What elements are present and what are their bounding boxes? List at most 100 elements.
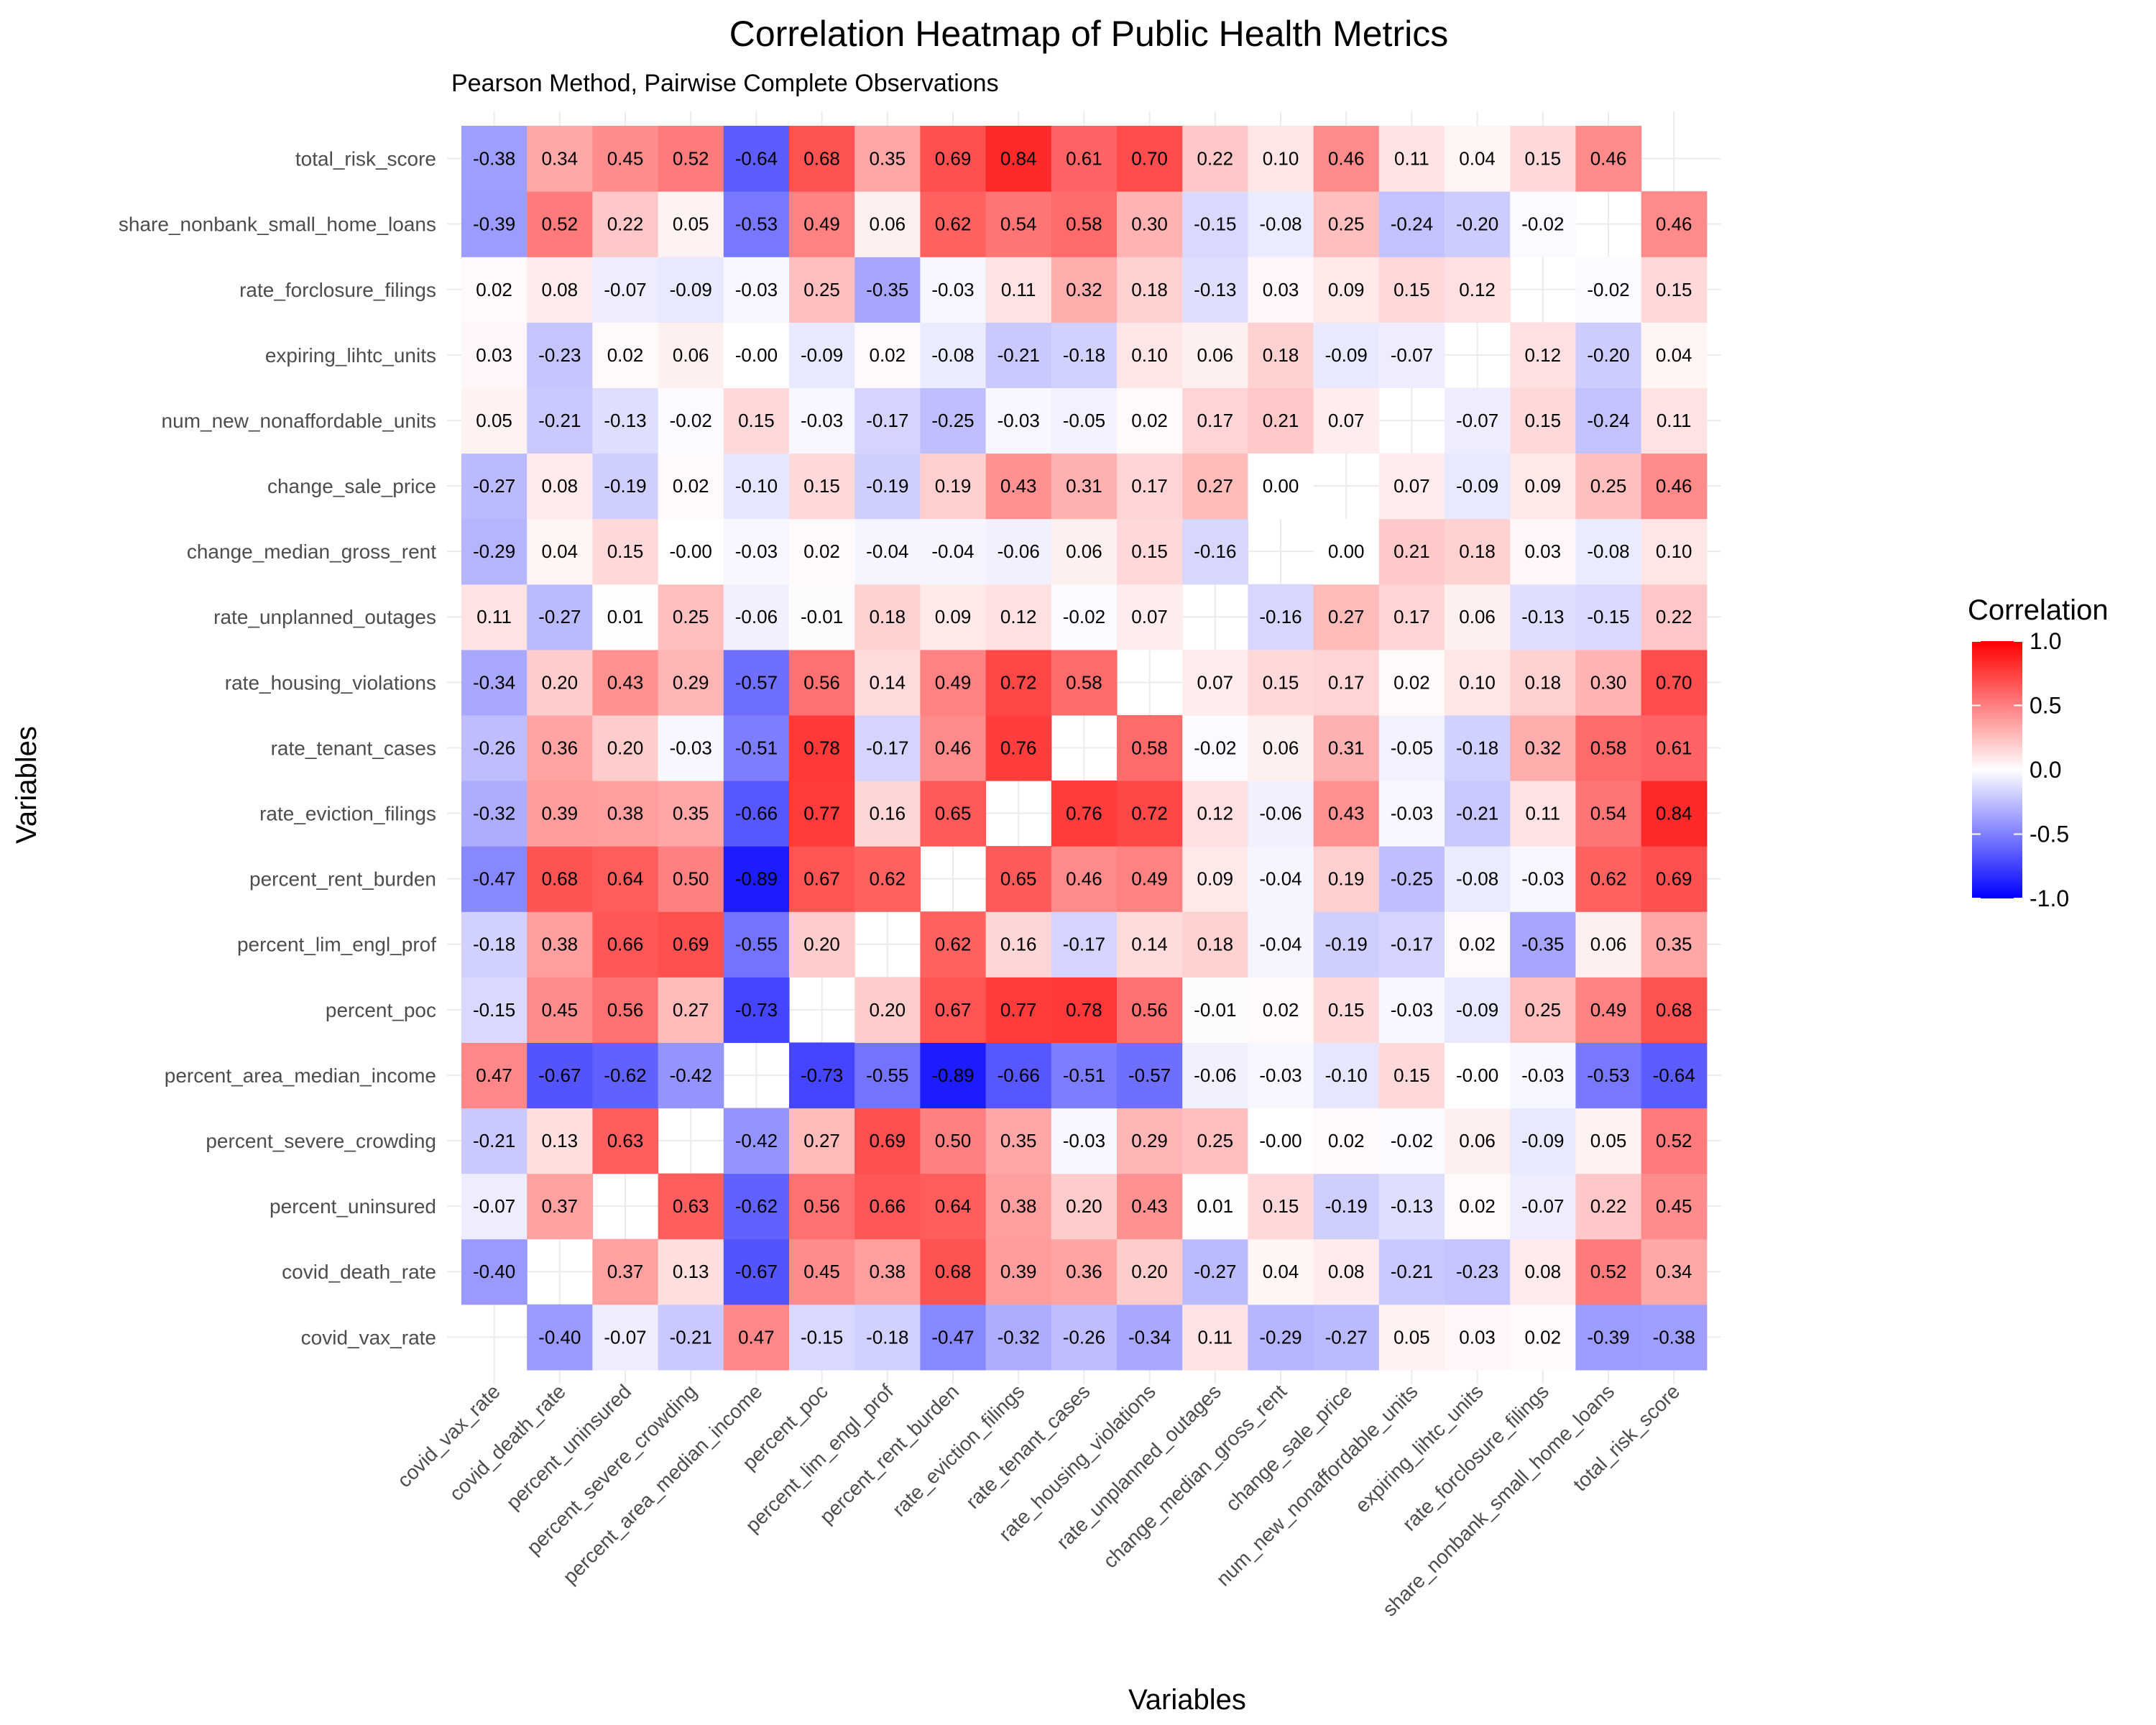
cell-value-label: 0.01 bbox=[607, 606, 644, 627]
heatmap-cell bbox=[985, 1042, 1052, 1109]
heatmap-cell bbox=[1445, 1108, 1511, 1174]
heatmap-cell bbox=[1445, 649, 1511, 716]
heatmap-cell bbox=[789, 191, 855, 257]
cell-value-label: 0.30 bbox=[1131, 213, 1168, 235]
cell-value-label: -0.05 bbox=[1063, 410, 1105, 431]
cell-value-label: 0.56 bbox=[803, 1195, 840, 1217]
cell-value-label: 0.38 bbox=[869, 1261, 906, 1282]
heatmap-cell bbox=[592, 518, 659, 585]
cell-value-label: 0.18 bbox=[1459, 540, 1496, 562]
cell-value-label: 0.34 bbox=[541, 148, 578, 170]
heatmap-cell bbox=[1641, 1042, 1708, 1109]
cell-value-label: 0.10 bbox=[1263, 148, 1299, 170]
heatmap-cell bbox=[723, 453, 790, 520]
cell-value-label: -0.38 bbox=[1653, 1326, 1695, 1348]
cell-value-label: 0.58 bbox=[1590, 737, 1627, 759]
heatmap-cell bbox=[1510, 1304, 1576, 1371]
cell-value-label: 0.17 bbox=[1197, 410, 1233, 431]
heatmap-cell bbox=[789, 322, 855, 388]
cell-value-label: -0.05 bbox=[1391, 737, 1433, 759]
heatmap-cell bbox=[723, 322, 790, 388]
cell-value-label: 0.34 bbox=[1656, 1261, 1692, 1282]
cell-value-label: 0.47 bbox=[476, 1064, 512, 1086]
cell-value-label: -0.20 bbox=[1587, 344, 1629, 366]
cell-value-label: 0.11 bbox=[1657, 410, 1692, 431]
cell-value-label: 0.15 bbox=[1524, 410, 1561, 431]
cell-value-label: 0.52 bbox=[1590, 1261, 1627, 1282]
heatmap-cell bbox=[723, 1304, 790, 1371]
heatmap-cell bbox=[1182, 126, 1248, 192]
heatmap-cell bbox=[1051, 649, 1118, 716]
cell-value-label: 0.19 bbox=[1328, 868, 1365, 890]
heatmap-cell bbox=[1641, 846, 1708, 912]
heatmap-cell bbox=[461, 977, 528, 1043]
heatmap-cell bbox=[854, 1304, 921, 1371]
heatmap-cell bbox=[527, 518, 593, 585]
cell-value-label: -0.47 bbox=[473, 868, 515, 890]
cell-value-label: -0.55 bbox=[866, 1064, 908, 1086]
cell-value-label: -0.15 bbox=[801, 1326, 843, 1348]
cell-value-label: -0.07 bbox=[473, 1195, 515, 1217]
cell-value-label: -0.09 bbox=[1325, 344, 1368, 366]
heatmap-cell bbox=[1051, 1108, 1118, 1174]
y-axis-tick-labels: covid_vax_rate covid_death_rate percent_un… bbox=[119, 148, 436, 1349]
cell-value-label: 0.05 bbox=[1590, 1130, 1627, 1151]
cell-value-label: -0.27 bbox=[1325, 1326, 1368, 1348]
heatmap-cell bbox=[1378, 191, 1445, 257]
cell-value-label: 0.18 bbox=[1197, 934, 1233, 955]
cell-value-label: 0.29 bbox=[1131, 1130, 1168, 1151]
y-tick-label: num_new_nonaffordable_units bbox=[162, 410, 436, 432]
cell-value-label: -0.27 bbox=[473, 475, 515, 497]
heatmap-cell bbox=[527, 1042, 593, 1109]
cell-value-label: -0.23 bbox=[538, 344, 581, 366]
cell-value-label: 0.36 bbox=[541, 737, 578, 759]
cell-value-label: -0.07 bbox=[1391, 344, 1433, 366]
cell-value-label: 0.17 bbox=[1131, 475, 1168, 497]
cell-value-label: 0.16 bbox=[869, 803, 906, 824]
cell-value-label: 0.22 bbox=[1590, 1195, 1627, 1217]
cell-value-label: 0.67 bbox=[803, 868, 840, 890]
heatmap-cell bbox=[658, 977, 724, 1043]
cell-value-label: 0.20 bbox=[607, 737, 644, 759]
heatmap-cell bbox=[658, 518, 724, 585]
heatmap-cell bbox=[1051, 518, 1118, 585]
cell-value-label: -0.55 bbox=[735, 934, 778, 955]
cell-value-label: 0.15 bbox=[1263, 1195, 1299, 1217]
cell-value-label: -0.17 bbox=[866, 737, 908, 759]
heatmap-cell bbox=[854, 387, 921, 454]
heatmap-cell bbox=[592, 1304, 659, 1371]
heatmap-cell bbox=[658, 911, 724, 978]
cell-value-label: 0.45 bbox=[1656, 1195, 1692, 1217]
heatmap-cell bbox=[1445, 387, 1511, 454]
cell-value-label: -0.03 bbox=[735, 540, 778, 562]
heatmap-cell bbox=[1313, 257, 1380, 323]
heatmap-cell bbox=[1313, 911, 1380, 978]
heatmap-cell bbox=[920, 714, 987, 781]
heatmap-cell bbox=[1051, 1238, 1118, 1305]
heatmap-cell bbox=[1248, 977, 1314, 1043]
heatmap-cell bbox=[658, 1042, 724, 1109]
heatmap-cell bbox=[1117, 1238, 1183, 1305]
heatmap-cell bbox=[723, 1108, 790, 1174]
cell-value-label: 0.17 bbox=[1328, 671, 1365, 693]
heatmap-cell bbox=[1641, 1304, 1708, 1371]
heatmap-cell bbox=[854, 781, 921, 847]
cell-value-label: 0.20 bbox=[803, 934, 840, 955]
legend-tick-label: 1.0 bbox=[2030, 628, 2061, 654]
legend-tick-label: -0.5 bbox=[2030, 822, 2069, 847]
heatmap-cell bbox=[1510, 584, 1576, 650]
cell-value-label: -0.03 bbox=[735, 279, 778, 300]
cell-value-label: -0.51 bbox=[735, 737, 778, 759]
heatmap-cell bbox=[1641, 781, 1708, 847]
cell-value-label: -0.20 bbox=[1456, 213, 1498, 235]
cell-value-label: -0.18 bbox=[1456, 737, 1498, 759]
cell-value-label: -0.03 bbox=[1391, 803, 1433, 824]
cell-value-label: -0.09 bbox=[1521, 1130, 1564, 1151]
heatmap-cell bbox=[723, 126, 790, 192]
cell-value-label: -0.07 bbox=[1521, 1195, 1564, 1217]
heatmap-cell bbox=[985, 714, 1052, 781]
cell-value-label: -0.24 bbox=[1391, 213, 1433, 235]
legend-ticks: 1.0 0.5 0.0 -0.5 -1.0 bbox=[1972, 628, 2069, 911]
heatmap-cell bbox=[854, 1108, 921, 1174]
cell-value-label: 0.05 bbox=[673, 213, 709, 235]
